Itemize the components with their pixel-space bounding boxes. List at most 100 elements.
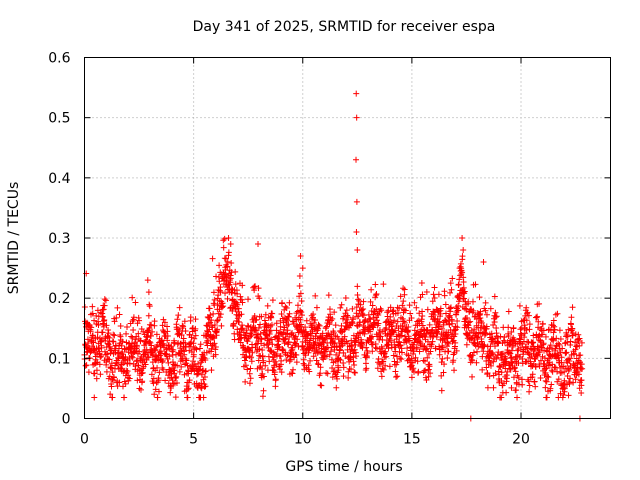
data-point [393,361,400,368]
data-point [206,305,213,312]
data-point [88,324,95,331]
data-point [89,303,96,310]
data-point [354,283,361,290]
data-point [398,349,405,356]
data-point [221,235,228,242]
data-point [227,241,234,248]
data-point [107,364,114,371]
data-point [168,384,175,391]
data-point [542,377,549,384]
data-point [555,340,562,347]
data-point [471,326,478,333]
data-point [474,334,481,341]
data-point [256,295,263,302]
data-point [186,347,193,354]
data-point [173,373,180,380]
data-point [239,322,246,329]
data-point [543,378,550,385]
data-point [425,373,432,380]
data-point [212,351,219,358]
data-point [387,304,394,311]
data-point [428,341,435,348]
data-point [330,329,337,336]
data-point [378,373,385,380]
data-point [176,304,183,311]
data-point [572,346,579,353]
data-point [486,373,493,380]
data-point [111,318,118,325]
data-point [353,90,360,97]
data-point [449,320,456,327]
data-point [543,365,550,372]
data-point [108,347,115,354]
data-point [208,348,215,355]
data-point [422,367,429,374]
data-point [498,394,505,401]
data-point [323,353,330,360]
data-point [242,362,249,369]
data-point [290,366,297,373]
data-point [362,360,369,367]
data-point [129,354,136,361]
data-point [578,377,585,384]
data-point [566,355,573,362]
axis-ticks [84,57,611,419]
data-point [132,299,139,306]
data-point [555,376,562,383]
data-point [275,332,282,339]
data-point [318,382,325,389]
data-point [135,330,142,337]
data-point [333,384,340,391]
data-point [267,327,274,334]
data-point [519,341,526,348]
data-point [464,314,471,321]
data-point [412,335,419,342]
data-point [308,316,315,323]
data-point [317,382,324,389]
data-point [261,342,268,349]
data-point [480,348,487,355]
data-point [557,390,564,397]
data-point [469,298,476,305]
data-point [276,366,283,373]
data-point [353,198,360,205]
data-point [503,375,510,382]
data-point [529,371,536,378]
data-point [377,305,384,312]
data-point [438,387,445,394]
data-point [174,316,181,323]
data-point [419,291,426,298]
data-point [400,298,407,305]
data-point [477,308,484,315]
data-point [310,353,317,360]
data-point [438,325,445,332]
data-point [218,322,225,329]
data-point [197,341,204,348]
data-point [266,331,273,338]
x-tick-label: 0 [80,432,89,448]
data-point [136,385,143,392]
data-point [103,368,110,375]
data-point [372,340,379,347]
data-point [487,362,494,369]
data-point [461,288,468,295]
data-point [334,375,341,382]
data-point [536,300,543,307]
data-point [491,319,498,326]
data-point [560,391,567,398]
data-point [490,358,497,365]
data-point [232,281,239,288]
data-point [397,293,404,300]
data-point [452,339,459,346]
data-point [490,384,497,391]
data-point [91,394,98,401]
data-point [197,363,204,370]
data-point [150,375,157,382]
data-point [405,324,412,331]
data-point [559,345,566,352]
data-point [208,317,215,324]
data-point [198,385,205,392]
data-point [375,311,382,318]
data-point [282,303,289,310]
data-point [266,358,273,365]
